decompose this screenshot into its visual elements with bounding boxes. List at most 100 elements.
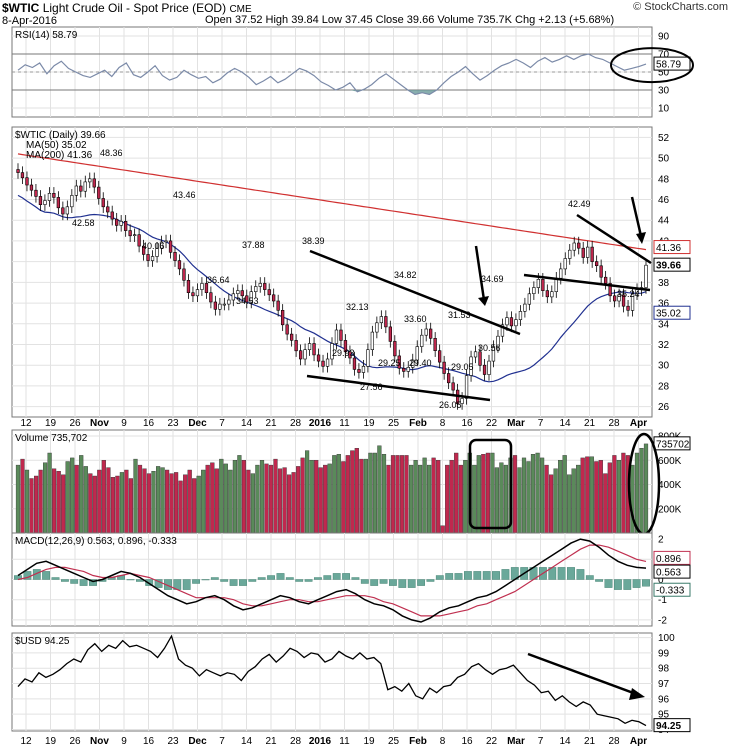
volume-bar xyxy=(115,475,120,534)
volume-bar xyxy=(458,464,463,534)
candle xyxy=(164,240,168,243)
x-axis-bottom-label: 14 xyxy=(559,736,571,747)
macd-histogram-bar xyxy=(248,579,257,582)
x-axis-top-label: 21 xyxy=(584,418,596,429)
candle xyxy=(379,316,384,323)
candle xyxy=(518,311,523,320)
candle xyxy=(527,293,532,305)
volume-bar xyxy=(621,452,626,534)
candle xyxy=(29,184,34,191)
macd-histogram-bar xyxy=(464,571,472,580)
macd-histogram-bar xyxy=(126,579,135,581)
candle xyxy=(334,329,339,344)
ma200-price-label: 41.36 xyxy=(656,243,681,254)
volume-bar xyxy=(160,467,165,534)
x-axis-top-label: Mar xyxy=(507,418,525,429)
volume-bar xyxy=(576,464,581,534)
candle xyxy=(343,340,348,353)
x-axis-bottom-label: 26 xyxy=(69,736,81,747)
price-panel: 2628303234363840424446485052$WTIC (Daily… xyxy=(11,126,691,418)
volume-bar xyxy=(521,457,527,534)
volume-bar xyxy=(544,464,549,534)
candle xyxy=(204,283,209,293)
x-axis-top-label: 11 xyxy=(339,418,350,429)
volume-bar xyxy=(88,473,93,534)
macd-histogram-bar xyxy=(239,579,247,586)
macd-histogram-bar xyxy=(642,579,650,587)
volume-bar xyxy=(594,461,599,534)
volume-bar xyxy=(431,457,436,534)
macd-title: MACD(12,26,9) 0.563, 0.896, -0.333 xyxy=(15,536,177,547)
candle xyxy=(585,246,590,258)
volume-bar xyxy=(137,464,143,534)
ma50-legend: MA(50) 35.02 xyxy=(26,140,87,151)
price-annotation: 48.36 xyxy=(100,148,123,158)
macd-histogram-bar xyxy=(210,577,219,580)
volume-bar xyxy=(390,455,396,534)
x-axis-bottom-label: Dec xyxy=(188,736,207,747)
volume-bar xyxy=(494,467,499,534)
candle xyxy=(88,178,92,183)
volume-bar xyxy=(250,473,255,534)
rsi-tick-label: 30 xyxy=(658,86,670,97)
rsi-tick-label: 70 xyxy=(658,50,670,61)
candle xyxy=(523,303,527,312)
volume-bar xyxy=(368,452,373,534)
candle xyxy=(554,277,558,293)
candle xyxy=(47,193,52,201)
volume-bar xyxy=(255,464,260,534)
x-axis-bottom-label: 21 xyxy=(584,736,596,747)
volume-bar xyxy=(332,455,337,534)
macd-histogram-bar xyxy=(351,577,360,580)
volume-bar xyxy=(562,455,567,534)
macd-histogram-bar xyxy=(585,575,594,580)
volume-bar xyxy=(164,469,170,534)
macd-histogram-bar xyxy=(332,573,341,580)
candle xyxy=(428,328,433,339)
macd-histogram-bar xyxy=(482,571,491,580)
chart-date: 8-Apr-2016 xyxy=(2,15,58,27)
volume-bar xyxy=(436,460,441,534)
volume-bar xyxy=(74,464,79,534)
volume-bar xyxy=(585,456,590,534)
price-annotation: 34.69 xyxy=(481,274,504,284)
volume-bar xyxy=(314,460,319,534)
macd-histogram-bar xyxy=(454,573,463,580)
candle xyxy=(128,230,132,237)
price-tick-label: 26 xyxy=(658,402,670,413)
candle xyxy=(298,350,303,360)
candle xyxy=(603,276,608,284)
macd-histogram-bar xyxy=(61,579,69,582)
copyright: © StockCharts.com xyxy=(633,1,728,13)
x-axis-top-label: 9 xyxy=(121,418,127,429)
volume-bar xyxy=(535,452,540,534)
candle xyxy=(505,317,509,326)
price-annotation: 38.39 xyxy=(302,236,325,246)
exchange: CME xyxy=(229,4,252,15)
candle xyxy=(541,278,545,291)
arrow-annotation-head xyxy=(478,296,489,306)
candle xyxy=(142,245,146,255)
price-tick-label: 38 xyxy=(658,278,670,289)
macd-histogram-bar xyxy=(314,577,322,580)
candle xyxy=(20,172,25,179)
volume-bar xyxy=(210,462,215,534)
usd-tick-label: 99 xyxy=(658,648,670,659)
volume-last-label: 735702 xyxy=(656,439,690,450)
price-annotation: 40.06 xyxy=(142,241,165,251)
candle xyxy=(307,343,312,350)
macd-histogram-bar xyxy=(389,579,397,586)
volume-bar xyxy=(540,457,545,534)
x-axis-top-label: 21 xyxy=(265,418,277,429)
volume-bar xyxy=(350,450,355,534)
candle xyxy=(70,195,74,208)
macd-histogram-bar xyxy=(501,569,510,580)
candle xyxy=(115,218,119,226)
x-axis-bottom-label: 25 xyxy=(388,736,400,747)
candle xyxy=(590,246,594,262)
price-tick-label: 30 xyxy=(658,361,670,372)
macd-histogram-bar xyxy=(42,571,51,580)
x-axis-bottom-label: 9 xyxy=(121,736,127,747)
ma50-price-label-box xyxy=(653,305,691,320)
